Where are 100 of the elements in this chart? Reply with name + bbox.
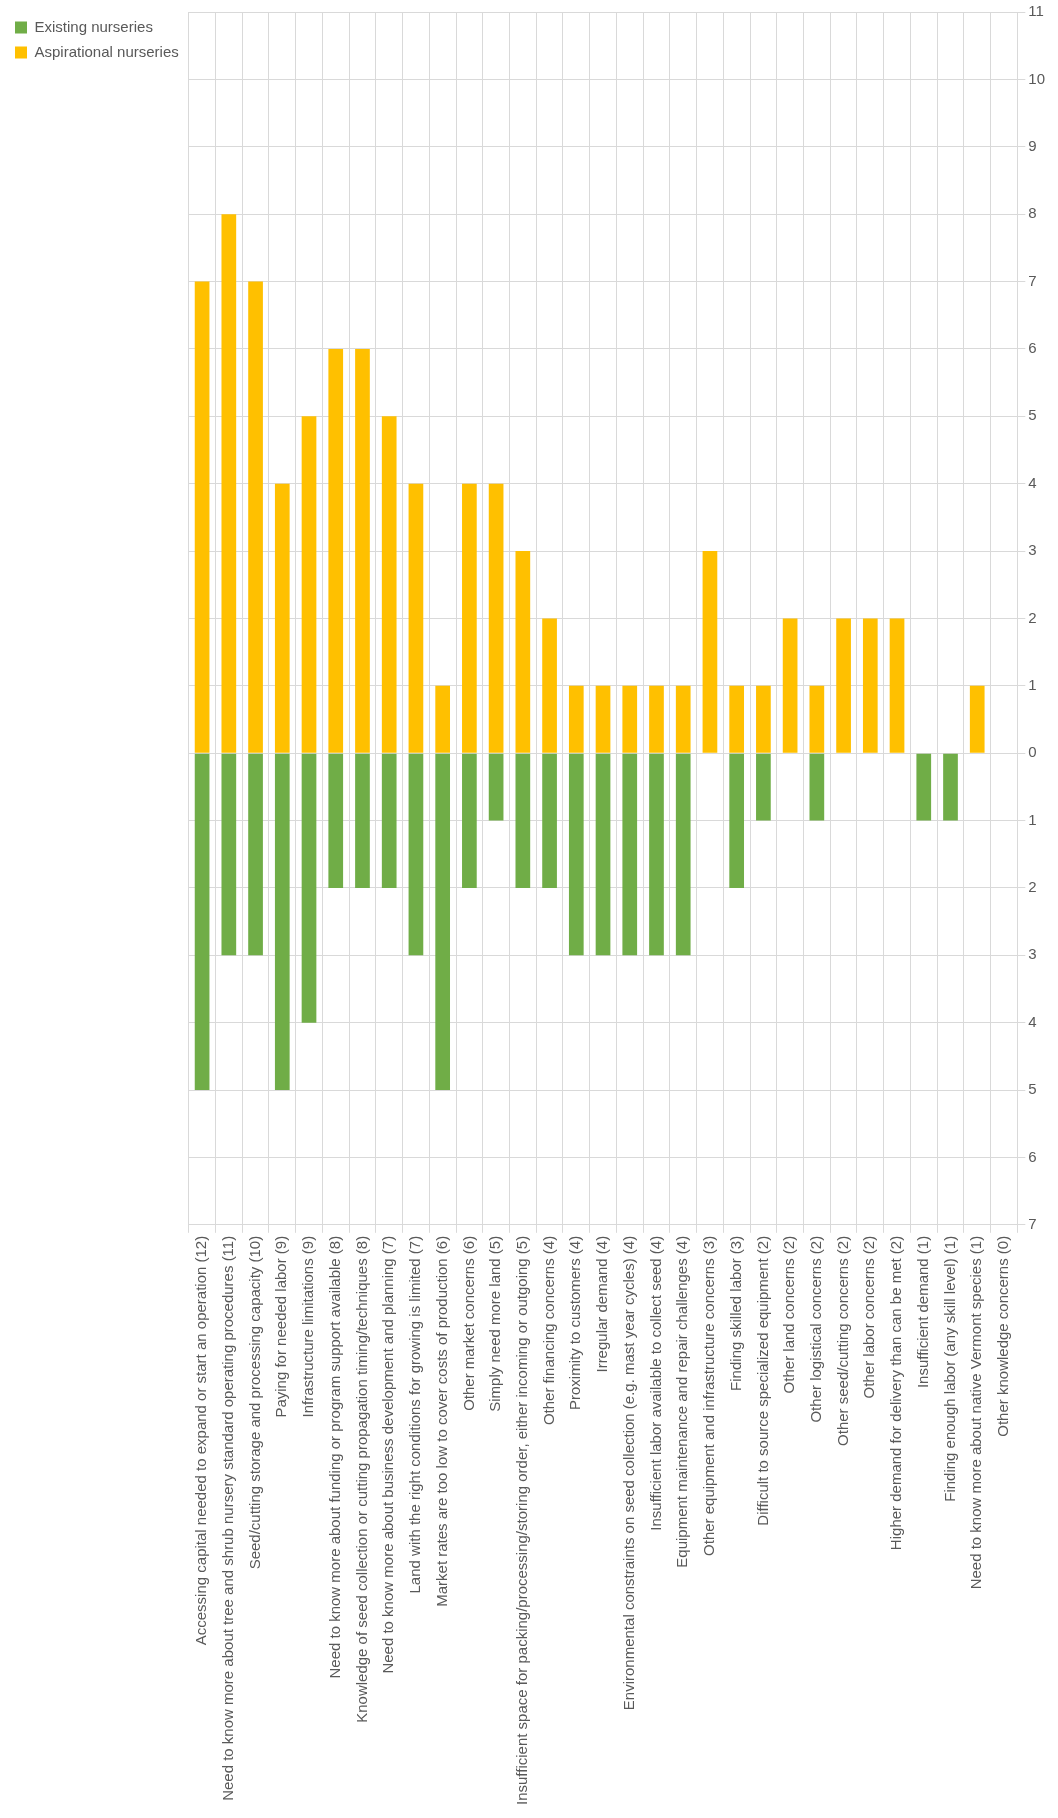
bar — [675, 753, 691, 956]
x-tick-label: Other logistical concerns (2) — [806, 1235, 824, 1423]
x-tick-label: Other equipment and infrastructure concerns (3) — [700, 1235, 718, 1556]
y-tick-label: 3 — [1028, 945, 1037, 963]
x-tick-label: Proximity to customers (4) — [566, 1235, 584, 1410]
bar — [542, 753, 557, 888]
y-tick-label: 2 — [1028, 608, 1037, 626]
bar — [462, 753, 477, 888]
x-tick-label: Need to know more about native Vermont species (1) — [967, 1235, 985, 1590]
x-tick-label: Finding enough labor (any skill level) (1) — [940, 1235, 958, 1502]
y-tick-label: 4 — [1028, 1012, 1037, 1030]
bar — [862, 618, 878, 753]
x-tick-label: Equipment maintenance and repair challenges (4) — [673, 1235, 691, 1568]
bar — [274, 753, 290, 1091]
x-tick-label: Knowledge of seed collection or cutting propagation timing/techniques (8) — [352, 1235, 370, 1723]
y-tick-label: 11 — [1028, 2, 1044, 20]
bar — [729, 753, 745, 888]
bar — [649, 753, 664, 956]
bar — [836, 618, 851, 753]
bar — [274, 483, 290, 753]
bar — [435, 753, 451, 1091]
y-tick-label: 2 — [1028, 878, 1037, 896]
bar — [435, 685, 451, 753]
bar — [488, 483, 504, 753]
bar — [675, 685, 691, 753]
bar — [916, 753, 932, 821]
bar — [328, 753, 344, 888]
bar — [462, 483, 477, 753]
bar — [221, 753, 237, 956]
y-tick-label: 6 — [1028, 339, 1037, 357]
y-tick-label: 8 — [1028, 204, 1037, 222]
y-tick-label: 5 — [1028, 406, 1037, 424]
x-tick-label: Higher demand for delivery than can be met (2) — [887, 1235, 905, 1551]
y-tick-label: 10 — [1028, 69, 1045, 87]
x-tick-label: Need to know more about tree and shrub nursery standard operating procedures (11) — [218, 1235, 236, 1801]
x-tick-label: Other financing concerns (4) — [539, 1235, 557, 1426]
bar — [649, 685, 664, 753]
y-tick-label: 1 — [1028, 810, 1037, 828]
bar — [622, 753, 638, 956]
bar — [301, 416, 317, 753]
x-tick-label: Accessing capital needed to expand or start an operation (12) — [192, 1235, 210, 1646]
bar — [194, 281, 210, 753]
bar — [756, 753, 771, 821]
bar — [488, 753, 504, 821]
bar — [969, 685, 985, 753]
x-tick-label: Seed/cutting storage and processing capacity (10) — [245, 1235, 263, 1570]
bar — [408, 753, 424, 956]
x-tick-label: Other market concerns (6) — [459, 1235, 477, 1411]
bar — [542, 618, 557, 753]
bar — [782, 618, 798, 753]
bar — [568, 753, 584, 956]
legend-label: Existing nurseries — [34, 17, 153, 35]
bar — [756, 685, 771, 753]
x-tick-label: Insufficient demand (1) — [913, 1235, 931, 1389]
y-tick-label: 7 — [1028, 1214, 1037, 1232]
bar — [809, 685, 825, 753]
y-tick-label: 7 — [1028, 271, 1037, 289]
y-tick-label: 0 — [1028, 743, 1037, 761]
bar — [809, 753, 825, 821]
bar — [595, 685, 611, 753]
bar — [702, 551, 718, 753]
x-tick-label: Insufficient space for packing/processing/storing order, either incoming or outgoing (5) — [512, 1235, 530, 1805]
bar — [408, 483, 424, 753]
bar — [221, 214, 237, 753]
bar — [515, 551, 531, 753]
bar — [355, 348, 370, 753]
bar — [301, 753, 317, 1023]
x-tick-label: Market rates are too low to cover costs of production (6) — [432, 1235, 450, 1607]
x-tick-label: Need to know more about funding or program support available (8) — [325, 1235, 343, 1679]
bar — [328, 348, 344, 753]
x-tick-label: Environmental constraints on seed collection (e.g. mast year cycles) (4) — [619, 1235, 637, 1711]
y-tick-label: 3 — [1028, 541, 1037, 559]
bar — [729, 685, 745, 753]
bar — [381, 753, 397, 888]
bar — [355, 753, 370, 888]
x-tick-label: Other knowledge concerns (0) — [994, 1235, 1012, 1437]
bar — [595, 753, 611, 956]
x-tick-label: Irregular demand (4) — [593, 1235, 611, 1373]
bar — [194, 753, 210, 1091]
x-tick-label: Land with the right conditions for growing is limited (7) — [406, 1235, 424, 1594]
bar — [943, 753, 958, 821]
x-tick-label: Paying for needed labor (9) — [272, 1235, 290, 1418]
y-tick-label: 1 — [1028, 675, 1037, 693]
y-tick-label: 4 — [1028, 473, 1037, 491]
y-tick-label: 6 — [1028, 1147, 1037, 1165]
bar — [568, 685, 584, 753]
bar — [381, 416, 397, 753]
bar — [622, 685, 638, 753]
x-tick-label: Infrastructure limitations (9) — [299, 1235, 317, 1418]
x-tick-label: Finding skilled labor (3) — [726, 1235, 744, 1391]
bar — [248, 753, 263, 956]
x-tick-label: Need to know more about business development and planning (7) — [379, 1235, 397, 1674]
bar — [515, 753, 531, 888]
x-tick-label: Other labor concerns (2) — [860, 1235, 878, 1399]
bar — [248, 281, 263, 753]
x-tick-label: Other land concerns (2) — [780, 1235, 798, 1394]
x-tick-label: Simply need more land (5) — [486, 1235, 504, 1412]
y-tick-label: 5 — [1028, 1080, 1037, 1098]
x-tick-label: Insufficient labor available to collect seed (4) — [646, 1235, 664, 1531]
x-tick-label: Difficult to source specialized equipment (2) — [753, 1235, 771, 1526]
